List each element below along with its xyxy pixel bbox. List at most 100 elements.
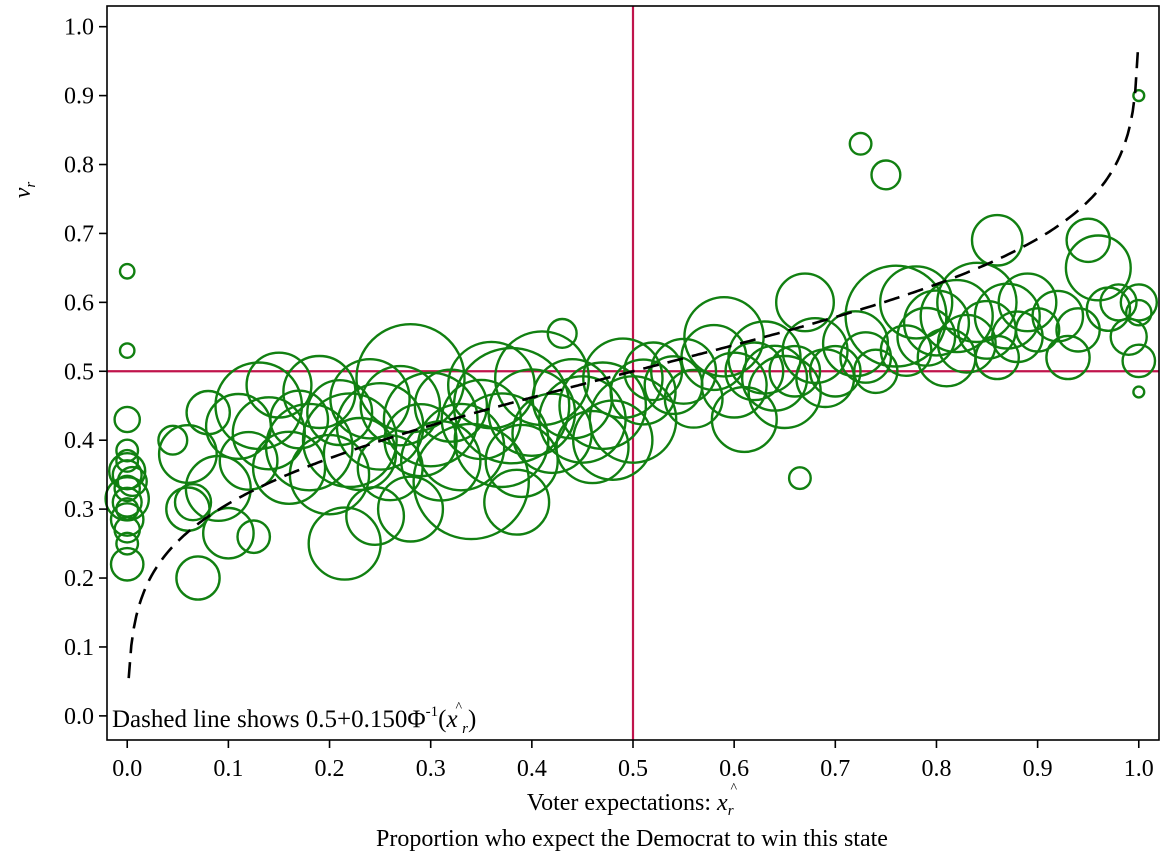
data-point <box>775 272 836 333</box>
data-point <box>853 348 899 395</box>
data-point <box>1014 307 1061 353</box>
data-point <box>184 454 252 523</box>
x-axis-prefix: Voter expectations: <box>527 790 717 816</box>
data-point <box>329 357 411 440</box>
data-point <box>109 546 145 582</box>
y-tick-label: 0.5 <box>64 359 94 385</box>
data-point <box>376 475 445 543</box>
data-point <box>1121 343 1157 379</box>
annotation-sub: r <box>462 721 468 737</box>
y-tick-label: 1.0 <box>64 15 94 41</box>
data-point <box>251 430 327 505</box>
annotation-hat: ^ <box>456 700 463 715</box>
data-point <box>218 430 279 491</box>
data-point <box>683 295 765 378</box>
data-point <box>1031 289 1085 343</box>
data-point <box>740 344 809 412</box>
axis-ticks: 0.0 0.1 0.2 0.3 0.4 0.5 0.6 0.7 0.8 0.9 1.0 0.0 0.1 0… <box>64 15 1154 782</box>
data-point <box>115 448 140 473</box>
data-point <box>104 475 150 522</box>
data-point <box>848 131 873 156</box>
data-point <box>997 272 1058 333</box>
y-tick-label: 0.4 <box>64 428 94 454</box>
data-point <box>1125 298 1153 327</box>
data-point <box>700 351 768 419</box>
data-point <box>973 282 1041 350</box>
data-point <box>1119 283 1159 322</box>
data-point <box>322 416 398 492</box>
x-tick-label: 0.9 <box>1023 756 1053 782</box>
data-point <box>1132 385 1146 399</box>
data-point <box>116 465 148 498</box>
data-point <box>113 405 141 434</box>
data-point <box>236 519 272 555</box>
data-point <box>768 344 822 398</box>
data-point <box>663 368 724 429</box>
y-tick-label: 0.1 <box>64 635 94 661</box>
x-tick-label: 0.4 <box>517 756 547 782</box>
data-point <box>157 424 218 485</box>
annotation-phi: Φ <box>407 706 425 733</box>
data-point <box>453 392 550 489</box>
data-point <box>1064 234 1132 302</box>
annotation-close: ) <box>468 706 476 733</box>
annotation-text: Dashed line shows 0.5+0.150 <box>112 706 407 733</box>
data-point <box>115 531 140 556</box>
data-point <box>609 358 677 426</box>
x-tick-label: 0.3 <box>416 756 446 782</box>
y-tick-label: 0.8 <box>64 153 94 179</box>
y-tick-label: 0.7 <box>64 221 94 247</box>
y-tick-label: 0.2 <box>64 566 94 592</box>
data-point <box>936 313 997 374</box>
data-point <box>1132 88 1146 103</box>
data-point <box>879 324 933 377</box>
x-axis-hat: ^ <box>731 781 738 796</box>
y-tick-label: 0.3 <box>64 497 94 523</box>
y-tick-label: 0.9 <box>64 84 94 110</box>
y-axis-sub: r <box>23 182 39 188</box>
data-point <box>175 555 221 601</box>
data-point <box>1099 283 1138 322</box>
data-point <box>1045 334 1091 381</box>
data-point <box>201 506 255 560</box>
x-tick-label: 0.5 <box>618 756 648 782</box>
data-point <box>970 213 1024 267</box>
y-tick-label: 0.0 <box>64 704 94 730</box>
data-point <box>484 423 559 499</box>
x-axis-sub: r <box>728 803 734 819</box>
data-point <box>301 392 398 489</box>
annotation-open: ( <box>438 706 446 733</box>
x-tick-label: 1.0 <box>1124 756 1154 782</box>
data-point <box>879 265 954 340</box>
data-point <box>870 159 902 191</box>
data-point <box>555 409 630 485</box>
data-points <box>104 88 1159 601</box>
x-tick-label: 0.1 <box>213 756 243 782</box>
data-point <box>359 364 442 447</box>
data-point <box>808 344 862 398</box>
x-axis-var: x <box>716 790 728 816</box>
data-point <box>902 289 971 357</box>
data-point <box>118 342 136 359</box>
data-point <box>118 262 136 280</box>
data-point <box>588 375 678 464</box>
y-tick-label: 0.6 <box>64 290 94 316</box>
annotation-var: x <box>445 706 457 733</box>
annotation-sup: -1 <box>426 704 439 720</box>
data-point <box>936 261 1018 344</box>
data-point <box>781 317 849 385</box>
data-point <box>231 396 306 471</box>
data-point <box>109 502 145 537</box>
data-point <box>919 278 994 354</box>
data-point <box>173 483 213 522</box>
data-point <box>724 341 785 402</box>
data-point <box>157 424 189 456</box>
data-point <box>974 334 1021 381</box>
x-tick-label: 0.6 <box>719 756 749 782</box>
data-point <box>1065 217 1111 264</box>
x-tick-label: 0.2 <box>315 756 345 782</box>
data-point <box>107 452 147 491</box>
data-point <box>345 486 406 547</box>
x-tick-label: 0.7 <box>820 756 850 782</box>
